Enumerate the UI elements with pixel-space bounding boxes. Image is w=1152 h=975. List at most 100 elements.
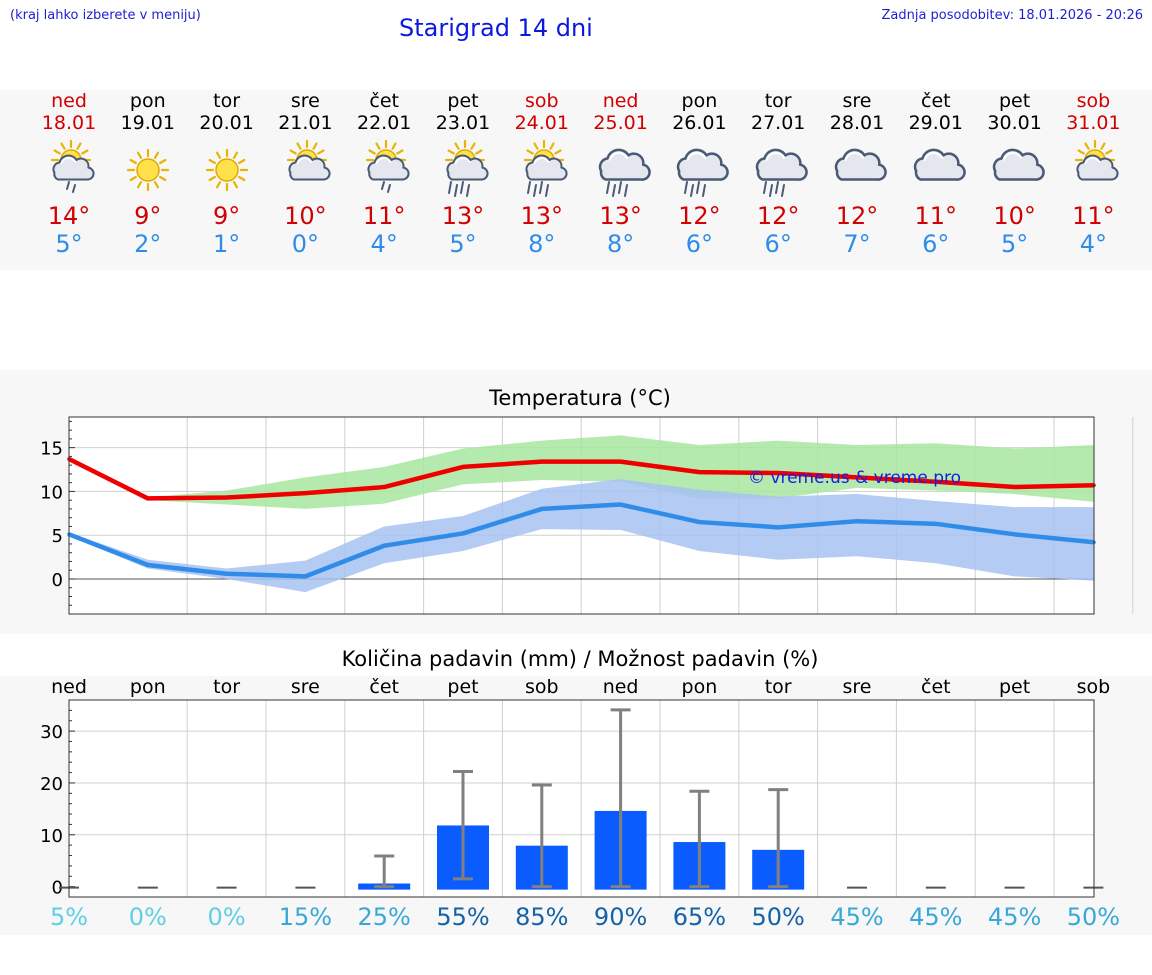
- weather-cloud-rain-icon: [677, 148, 730, 197]
- temp-min-point: [1012, 532, 1017, 537]
- temp-min: 2°: [134, 230, 162, 258]
- min-range-band: [69, 479, 1094, 593]
- y-tick-label: 10: [40, 826, 63, 847]
- temp-min: 5°: [55, 230, 83, 258]
- temp-min: 4°: [370, 230, 398, 258]
- temp-max-line: [67, 457, 1095, 501]
- precip-probability: 15%: [278, 903, 333, 931]
- temp-max: 12°: [678, 202, 721, 230]
- precip-day-label: ned: [51, 676, 87, 698]
- day-date: 28.01: [829, 112, 885, 134]
- precip-day-label: pet: [447, 676, 479, 698]
- day-name: pet: [998, 90, 1031, 112]
- temp-min-point: [855, 519, 859, 523]
- y-tick-label: 15: [40, 439, 63, 460]
- forecast-day: sob 31.01 11° 4°: [1054, 90, 1133, 258]
- precip-day-label: tor: [764, 676, 792, 698]
- temperature-chart-title: Temperatura (°C): [489, 386, 671, 410]
- day-date: 29.01: [908, 112, 963, 134]
- precipitation-chart: 0 10 20 30: [40, 699, 1104, 899]
- day-name: ned: [602, 90, 639, 112]
- temp-min-point: [776, 525, 780, 530]
- page-title: Starigrad 14 dni: [399, 14, 593, 42]
- forecast-day: sre 28.01 12° 7°: [818, 90, 897, 258]
- precip-probability: 85%: [515, 903, 569, 931]
- day-date: 22.01: [356, 112, 412, 134]
- temp-max-point: [855, 475, 859, 480]
- precip-probability: 50%: [1066, 903, 1121, 931]
- temp-max: 10°: [993, 202, 1036, 230]
- precip-probability: 5%: [49, 903, 89, 931]
- forecast-day: tor 27.01 12° 6°: [739, 90, 818, 258]
- weather-sun-icon: [126, 148, 169, 192]
- temp-min-point: [934, 522, 938, 526]
- precip-day-label: tor: [213, 676, 241, 698]
- temp-min-point: [382, 543, 387, 548]
- day-date: 31.01: [1066, 112, 1121, 134]
- temp-min-point: [224, 571, 229, 576]
- precip-day-label: sob: [1076, 676, 1111, 698]
- day-date: 21.01: [278, 112, 333, 134]
- temp-max: 11°: [1072, 202, 1115, 230]
- temp-min: 6°: [685, 230, 714, 258]
- temp-min: 6°: [764, 230, 792, 258]
- temp-min: 6°: [922, 230, 950, 258]
- temp-max-point: [224, 495, 229, 500]
- weather-sun-cloud-icon: [1075, 140, 1119, 181]
- y-tick-label: 20: [40, 774, 63, 795]
- precip-day-label: pon: [129, 676, 166, 698]
- day-name: tor: [764, 90, 792, 112]
- temperature-chart: 0 5 10 15: [40, 416, 1134, 615]
- location-hint: (kraj lahko izberete v meniju): [10, 8, 201, 23]
- weather-sun-cloud-icon: [287, 140, 331, 181]
- temp-min: 5°: [449, 230, 477, 258]
- temp-min-point: [697, 520, 702, 524]
- precip-probability: 90%: [593, 903, 648, 931]
- precipitation-chart-title: Količina padavin (mm) / Možnost padavin …: [341, 647, 819, 671]
- day-date: 24.01: [514, 112, 569, 134]
- forecast-day: pon 19.01 9° 2°: [108, 90, 187, 258]
- forecast-day: sre 21.01 10° 0°: [266, 90, 345, 258]
- weather-cloud-rain-icon: [598, 148, 651, 197]
- day-name: sob: [525, 90, 559, 112]
- temp-max-point: [618, 459, 623, 464]
- plot-frame: [68, 699, 1095, 898]
- precip-day-label: sre: [290, 676, 320, 698]
- temp-min-point: [461, 531, 465, 536]
- precip-probability: 65%: [672, 903, 727, 931]
- precip-probability: 25%: [357, 903, 411, 931]
- day-name: sre: [290, 90, 320, 112]
- temp-max: 10°: [284, 202, 327, 230]
- day-date: 18.01: [41, 112, 97, 134]
- precip-probability: 45%: [987, 903, 1042, 931]
- forecast-day: pon 26.01 12° 6°: [660, 90, 739, 258]
- day-date: 19.01: [120, 112, 175, 134]
- weather-cloud-icon: [992, 148, 1045, 181]
- temp-max-point: [382, 485, 387, 489]
- temp-min-point: [146, 563, 150, 567]
- day-name: pon: [681, 90, 718, 112]
- temp-max-point: [146, 496, 150, 501]
- y-tick-label: 0: [52, 878, 63, 899]
- temp-max: 11°: [914, 202, 958, 230]
- precip-day-label: ned: [602, 676, 639, 698]
- forecast-day: ned 25.01 13° 8°: [581, 90, 660, 258]
- day-name: čet: [369, 90, 399, 112]
- forecast-day: čet 29.01 11° 6°: [896, 90, 975, 258]
- last-update: Zadnja posodobitev: 18.01.2026 - 20:26: [881, 8, 1143, 23]
- watermark: © vreme.us & vreme.pro: [748, 468, 962, 488]
- temp-max-point: [540, 459, 544, 464]
- day-name: pon: [129, 90, 166, 112]
- day-name: ned: [51, 90, 87, 112]
- day-name: tor: [213, 90, 241, 112]
- temp-max: 12°: [835, 202, 879, 230]
- temp-min: 7°: [843, 230, 871, 258]
- day-date: 23.01: [435, 112, 491, 134]
- temp-max: 11°: [362, 202, 406, 230]
- weather-sun-cloud-rain-icon: [444, 140, 489, 197]
- forecast-day: tor 20.01 9° 1°: [187, 90, 266, 258]
- forecast-day: pet 30.01 10° 5°: [975, 90, 1054, 258]
- temp-min: 1°: [212, 230, 241, 258]
- temp-min-point: [303, 574, 308, 579]
- precip-day-label: čet: [369, 676, 399, 698]
